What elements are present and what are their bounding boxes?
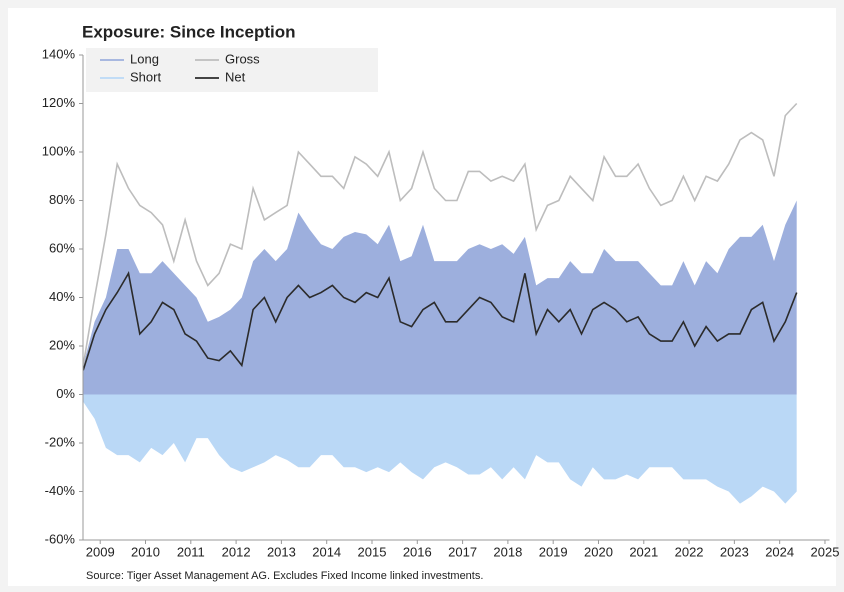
y-tick-label: 80% xyxy=(49,192,75,207)
x-tick-label: 2015 xyxy=(358,544,387,559)
x-tick-label: 2018 xyxy=(493,544,522,559)
x-tick-label: 2012 xyxy=(222,544,251,559)
legend-label: Net xyxy=(225,69,246,84)
y-tick-label: 60% xyxy=(49,240,75,255)
x-tick-label: 2019 xyxy=(539,544,568,559)
x-tick-label: 2016 xyxy=(403,544,432,559)
y-tick-label: 120% xyxy=(42,95,76,110)
x-tick-label: 2009 xyxy=(86,544,115,559)
source-note: Source: Tiger Asset Management AG. Exclu… xyxy=(86,570,483,582)
line xyxy=(82,102,798,366)
x-tick-label: 2011 xyxy=(177,544,205,559)
area xyxy=(83,200,797,395)
y-tick-label: -60% xyxy=(45,531,76,546)
area xyxy=(83,394,797,504)
x-tick-label: 2023 xyxy=(720,544,749,559)
x-tick-label: 2013 xyxy=(267,544,296,559)
legend-label: Long xyxy=(130,51,159,66)
x-tick-label: 2010 xyxy=(131,544,160,559)
x-tick-label: 2017 xyxy=(448,544,477,559)
x-tick-label: 2020 xyxy=(584,544,613,559)
y-tick-label: 20% xyxy=(49,337,75,352)
legend-box xyxy=(86,48,378,92)
x-tick-label: 2021 xyxy=(629,544,658,559)
x-tick-label: 2014 xyxy=(312,544,341,559)
x-tick-label: 2025 xyxy=(811,544,840,559)
legend-label: Short xyxy=(130,69,161,84)
chart-title: Exposure: Since Inception xyxy=(82,22,296,41)
x-tick-label: 2022 xyxy=(675,544,704,559)
x-tick-label: 2024 xyxy=(765,544,794,559)
y-tick-label: 0% xyxy=(56,386,75,401)
y-tick-label: -40% xyxy=(45,483,76,498)
y-tick-label: -20% xyxy=(45,434,76,449)
legend-label: Gross xyxy=(225,51,260,66)
y-tick-label: 40% xyxy=(49,289,75,304)
y-tick-label: 140% xyxy=(42,46,76,61)
y-tick-label: 100% xyxy=(42,143,76,158)
line xyxy=(82,271,798,371)
